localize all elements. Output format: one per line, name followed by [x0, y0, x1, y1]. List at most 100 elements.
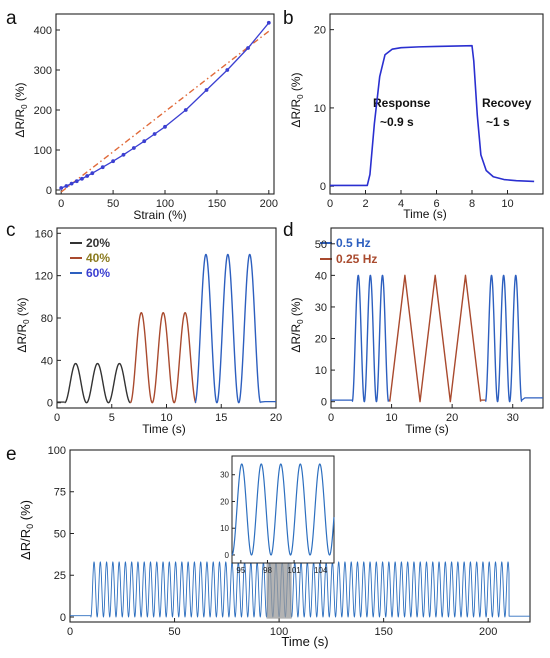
- panel-e-ytick-label: 100: [48, 445, 66, 457]
- panel-e-ytick-label: 25: [54, 570, 66, 582]
- panel-b-annotation-response: Response: [373, 96, 431, 110]
- panel-b-ytick-label: 20: [314, 25, 326, 37]
- data-point: [64, 184, 69, 188]
- series-40pct-line: [129, 312, 197, 404]
- panel-b-xtick-label: 8: [469, 198, 475, 210]
- panel-a-ytick-label: 0: [46, 185, 52, 197]
- data-point: [163, 124, 167, 129]
- panel-c-xtick-label: 5: [109, 412, 115, 424]
- inset-xtick-label: 98: [263, 566, 272, 575]
- panel-letter-e: e: [6, 444, 17, 465]
- panel-d-ytick-label: 50: [315, 239, 327, 251]
- data-point: [246, 46, 250, 50]
- panel-a-xtick-label: 100: [156, 198, 174, 210]
- panel-c-xlabel: Time (s): [142, 422, 186, 436]
- panel-b-ytick-label: 0: [320, 181, 326, 193]
- data-point: [204, 88, 209, 92]
- panel-c-xtick-label: 0: [54, 412, 60, 424]
- inset-ytick-label: 0: [225, 551, 230, 560]
- panel-a-frame: [55, 13, 275, 195]
- fit-line: [60, 30, 270, 193]
- data-point: [121, 152, 126, 157]
- series-20pct-line: [64, 362, 131, 404]
- panel-a-xtick-label: 0: [58, 198, 64, 210]
- panel-d-ytick-label: 30: [315, 302, 327, 314]
- inset-xtick-label: 95: [236, 566, 245, 575]
- panel-e-xlabel: Time (s): [281, 634, 328, 649]
- panel-letter-b: b: [283, 8, 294, 29]
- panel-b-ylabel: ΔR/R0 (%): [289, 72, 305, 127]
- legend-label-60: 60%: [86, 266, 110, 280]
- data-point: [80, 176, 84, 181]
- data-point: [142, 139, 147, 144]
- panel-d-frame: [330, 227, 544, 409]
- panel-c-ylabel: ΔR/R0 (%): [15, 297, 31, 352]
- data-point: [74, 179, 79, 184]
- legend-label-40: 40%: [86, 251, 110, 265]
- data-point: [266, 20, 271, 25]
- data-point: [225, 68, 230, 72]
- panel-e-ylabel: ΔR/R0 (%): [18, 500, 35, 560]
- data-point: [69, 181, 74, 186]
- inset-ytick-label: 30: [220, 471, 229, 480]
- panel-b-xtick-label: 10: [501, 198, 513, 210]
- panel-b-annotation-recovery-time: ~1 s: [486, 115, 510, 129]
- panel-e-xtick-label: 200: [479, 626, 497, 638]
- panel-e-ytick-label: 75: [54, 487, 66, 499]
- panel-a-ytick-label: 300: [34, 65, 52, 77]
- panel-b-annotation-response-time: ~0.9 s: [380, 115, 414, 129]
- panel-d-xtick-label: 20: [446, 412, 458, 424]
- legend-label-20: 20%: [86, 236, 110, 250]
- panel-d-ylabel: ΔR/R0 (%): [289, 297, 305, 352]
- panel-b-xlabel: Time (s): [403, 207, 447, 221]
- panel-b-xtick-label: 2: [362, 198, 368, 210]
- data-point: [131, 146, 136, 150]
- series-05hz-line-b: [484, 274, 523, 403]
- panel-letter-a: a: [6, 8, 17, 29]
- baseline-segment: [521, 397, 543, 401]
- panel-d-xtick-label: 10: [385, 412, 397, 424]
- panel-e-xtick-label: 50: [168, 626, 180, 638]
- panel-b-xtick-label: 6: [433, 198, 439, 210]
- panel-e-frame: [69, 449, 531, 623]
- panel-c-xtick-label: 15: [215, 412, 227, 424]
- panel-letter-d: d: [283, 220, 294, 241]
- data-point: [152, 132, 157, 136]
- panel-e-ytick-label: 0: [60, 612, 66, 624]
- panel-a-ytick-label: 100: [34, 145, 52, 157]
- panel-d-ytick-label: 20: [315, 334, 327, 346]
- panel-a-ytick-label: 200: [34, 105, 52, 117]
- cyclic-signal-line: [70, 561, 530, 618]
- panel-c-ytick-label: 40: [41, 355, 53, 367]
- highlight-region: [266, 559, 292, 619]
- panel-b-ytick-label: 10: [314, 103, 326, 115]
- panel-c-ytick-label: 120: [35, 271, 53, 283]
- inset-ytick-label: 20: [220, 497, 229, 506]
- panel-e-xtick-label: 100: [270, 626, 288, 638]
- panel-c-xtick-label: 10: [160, 412, 172, 424]
- panel-d-ytick-label: 40: [315, 270, 327, 282]
- data-line: [60, 22, 270, 189]
- data-point: [85, 174, 90, 178]
- panel-a-ytick-label: 400: [34, 25, 52, 37]
- legend-label-05hz: 0.5 Hz: [336, 236, 371, 250]
- data-point: [100, 165, 105, 170]
- panel-a-xtick-label: 50: [107, 198, 119, 210]
- panel-e-xtick-label: 0: [67, 626, 73, 638]
- panel-a-ylabel: ΔR/R0 (%): [13, 82, 29, 137]
- panel-a-xtick-label: 150: [208, 198, 226, 210]
- data-point: [59, 186, 64, 190]
- panel-b-xtick-label: 0: [327, 198, 333, 210]
- data-point: [111, 159, 115, 164]
- inset-xtick-label: 104: [314, 566, 328, 575]
- panel-c-ytick-label: 80: [41, 313, 53, 325]
- panel-a-xtick-label: 200: [260, 198, 278, 210]
- panel-b-annotation-recovery: Recovey: [482, 96, 532, 110]
- data-point: [90, 171, 95, 176]
- panel-c-ytick-label: 0: [47, 398, 53, 410]
- panel-e-xtick-label: 150: [374, 626, 392, 638]
- panel-d-ytick-label: 10: [315, 365, 327, 377]
- panel-a-xlabel: Strain (%): [133, 208, 186, 222]
